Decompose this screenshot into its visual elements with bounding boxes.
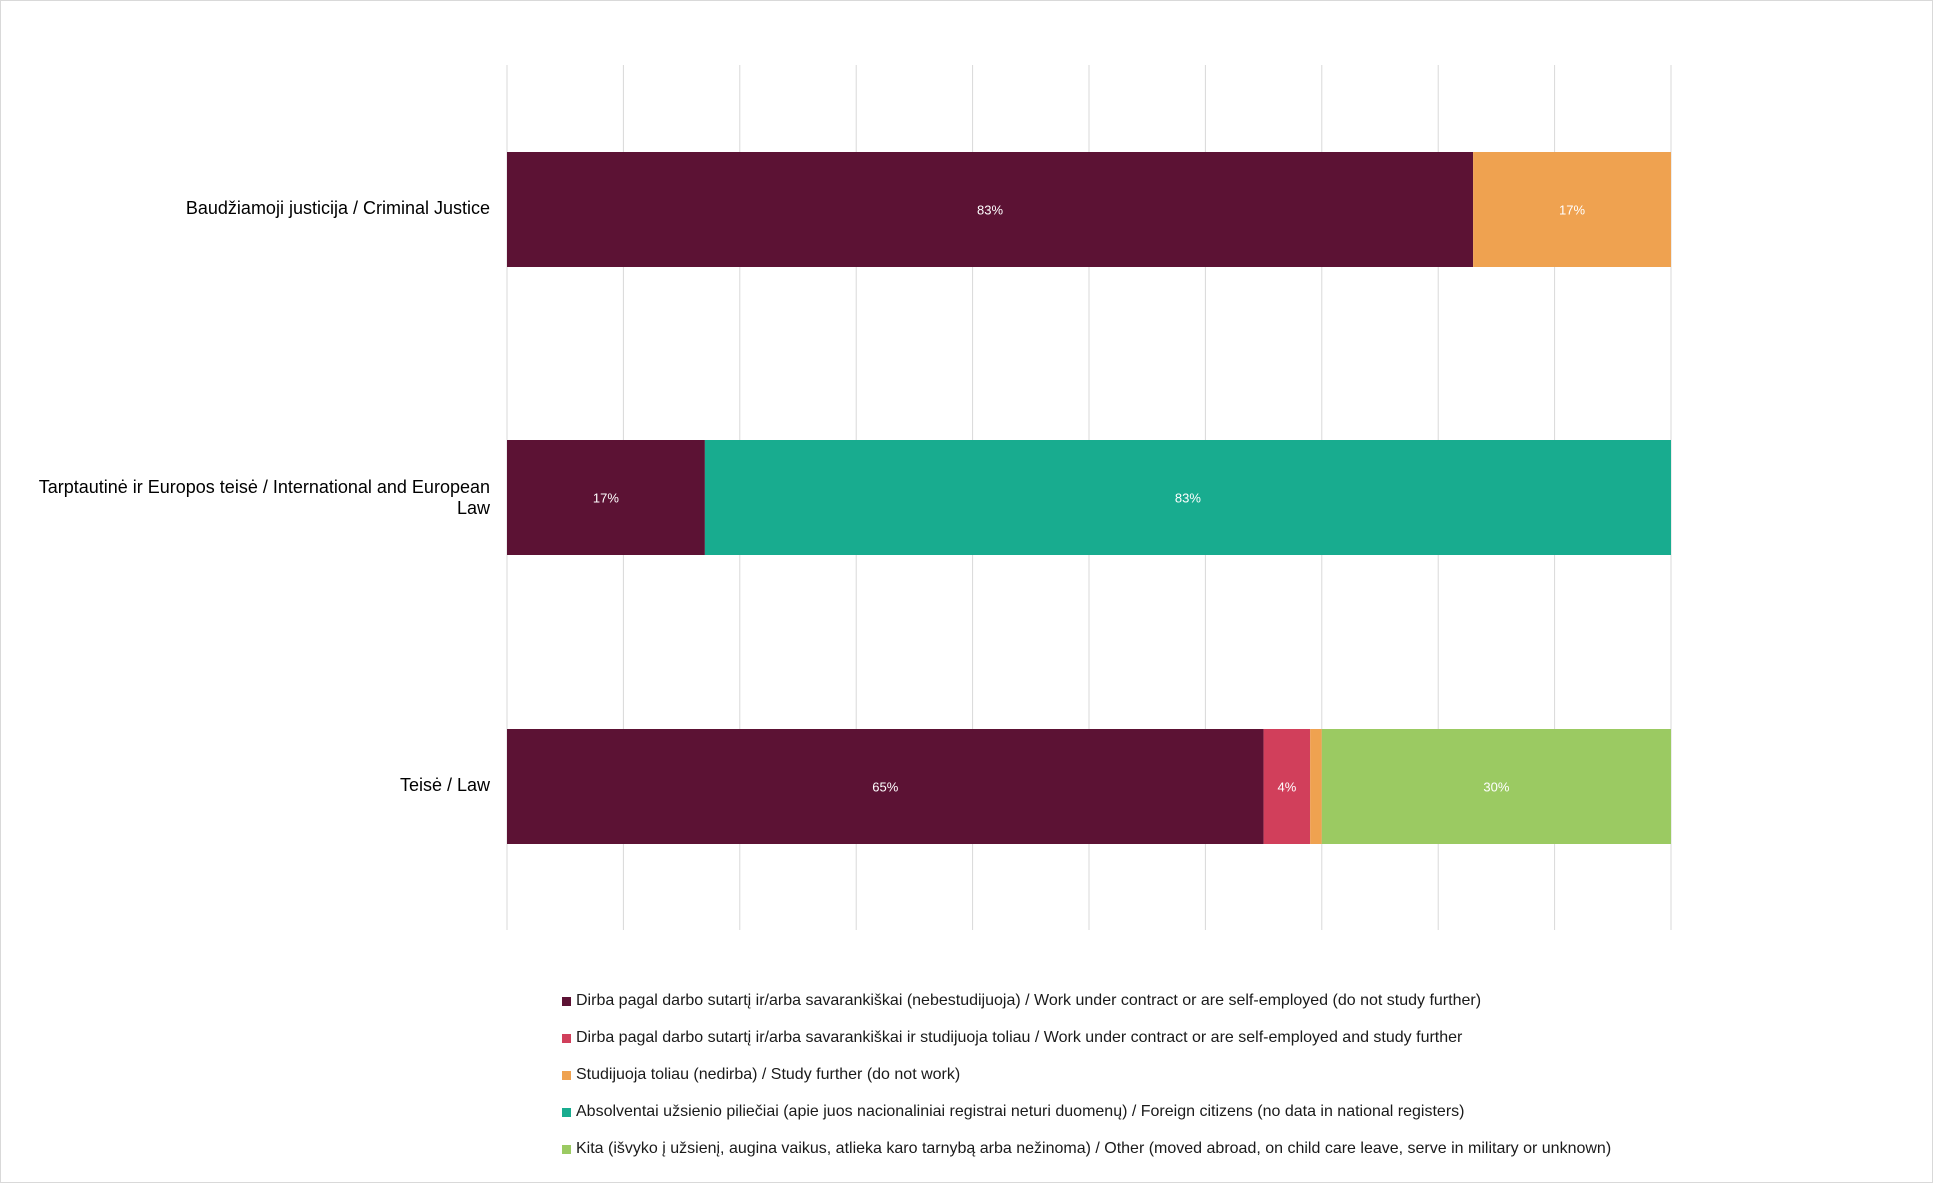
category-label-law: Teisė / Law — [399, 775, 490, 795]
bar-segment — [1310, 729, 1322, 844]
data-label: 83% — [977, 203, 1003, 218]
category-label-criminal-justice: Baudžiamoji justicija / Criminal Justice — [185, 198, 490, 218]
legend-swatch — [562, 997, 571, 1006]
category-label-text: Tarptautinė ir Europos teisė / Internati… — [38, 477, 490, 518]
bar-segment — [507, 152, 1474, 267]
bar-segment — [1473, 152, 1671, 267]
data-label: 65% — [872, 780, 898, 795]
bars — [507, 152, 1671, 844]
data-label: 30% — [1483, 780, 1509, 795]
category-label-international-european-law: Tarptautinė ir Europos teisė / Internati… — [10, 477, 490, 519]
legend-label: Dirba pagal darbo sutartį ir/arba savara… — [576, 1029, 1463, 1046]
bar-labels: 83% 17% 17% 83% 65% 4% 30% — [593, 203, 1586, 795]
legend-label: Absolventai užsienio piliečiai (apie juo… — [576, 1103, 1465, 1120]
legend-label: Studijuoja toliau (nedirba) / Study furt… — [576, 1066, 961, 1083]
legend-label: Kita (išvyko į užsienį, augina vaikus, a… — [576, 1140, 1612, 1157]
data-label: 4% — [1277, 780, 1296, 795]
bar-segment — [1321, 729, 1671, 844]
bar-segment — [704, 440, 1671, 555]
bar-segment — [507, 440, 705, 555]
legend-swatch — [562, 1145, 571, 1154]
legend-swatch — [562, 1108, 571, 1117]
bar-segment — [1263, 729, 1311, 844]
data-label: 83% — [1175, 491, 1201, 506]
legend-swatch — [562, 1071, 571, 1080]
legend-swatch — [562, 1034, 571, 1043]
legend-label: Dirba pagal darbo sutartį ir/arba savara… — [576, 992, 1482, 1009]
data-label: 17% — [1559, 203, 1585, 218]
bar-segment — [507, 729, 1264, 844]
data-label: 17% — [593, 491, 619, 506]
